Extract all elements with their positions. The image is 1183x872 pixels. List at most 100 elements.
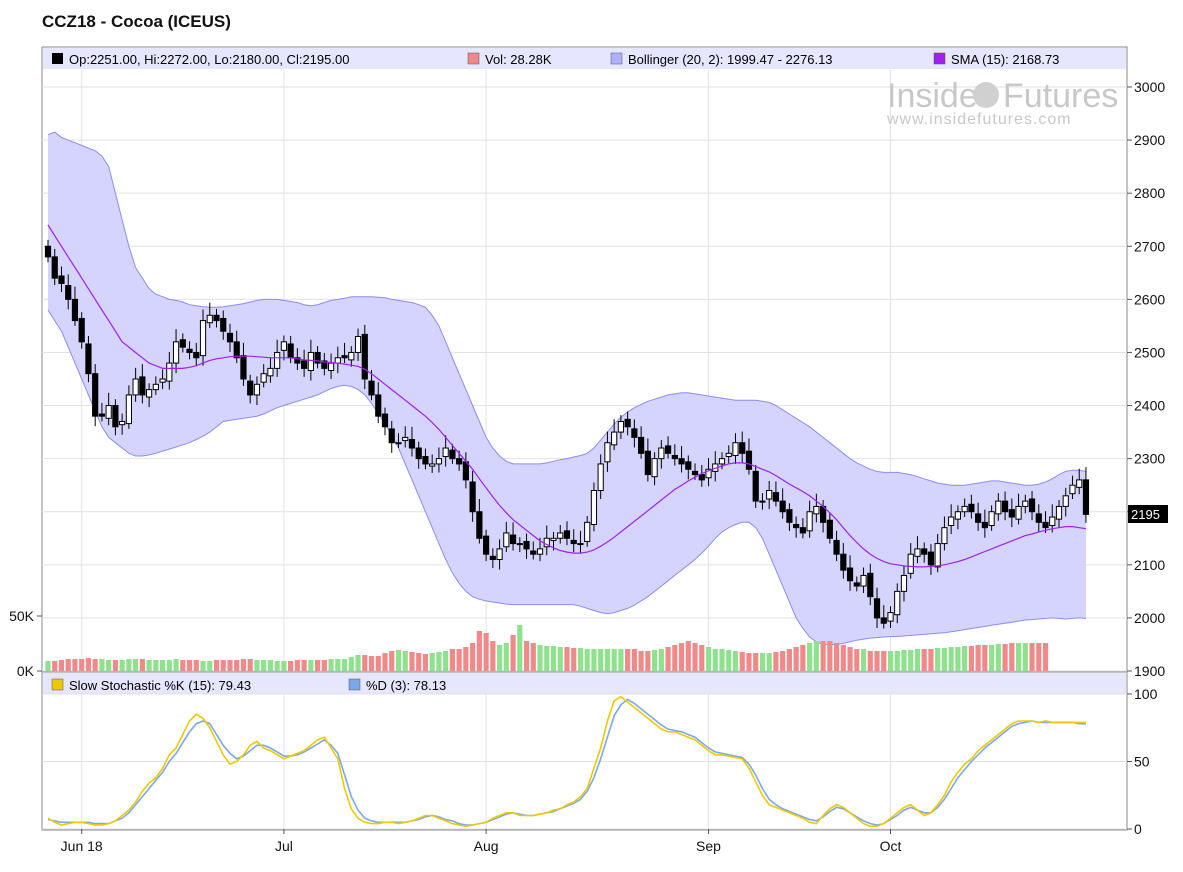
volume-bar (139, 659, 145, 671)
candle-body (705, 468, 712, 479)
volume-tick-label: 50K (9, 608, 35, 624)
volume-bar (860, 649, 867, 671)
candle-body (415, 447, 422, 460)
volume-bar (355, 655, 361, 671)
volume-bar (45, 661, 51, 671)
candle-body (334, 357, 341, 364)
candle-body (1028, 498, 1036, 513)
volume-bar (200, 661, 206, 671)
candle-body (880, 617, 887, 624)
volume-bar (476, 631, 482, 671)
candle-body (1082, 479, 1090, 515)
candle-body (462, 461, 469, 481)
candle-body (921, 548, 928, 555)
legend-swatch-bollinger (610, 52, 623, 65)
candle-body (988, 511, 995, 527)
candle-body (267, 367, 274, 377)
volume-bar (335, 659, 341, 671)
candle-body (179, 339, 186, 348)
volume-bar (874, 651, 880, 671)
candle-body (375, 394, 382, 417)
candle-body (422, 456, 429, 465)
volume-bar (921, 649, 927, 671)
volume-bar (813, 641, 819, 671)
candle-body (536, 548, 544, 555)
volume-bar (503, 643, 509, 671)
volume-bar (173, 659, 179, 671)
volume-bar (894, 651, 900, 671)
candle-body (1035, 513, 1042, 523)
candle-body (631, 428, 638, 438)
volume-bar (92, 659, 98, 671)
volume-tick-label: 0K (17, 663, 35, 679)
candle-body (664, 445, 672, 454)
price-tick-label: 2700 (1134, 238, 1165, 254)
candle-body (496, 548, 503, 561)
volume-bar (1029, 643, 1035, 671)
stochastic-legend-bar (43, 673, 1126, 694)
volume-bar (786, 649, 792, 671)
candle-body (975, 513, 982, 523)
volume-bar (416, 653, 422, 671)
volume-bar (402, 651, 408, 671)
volume-bar (625, 649, 631, 671)
candle-body (671, 454, 678, 460)
volume-bar (456, 649, 462, 671)
stoch-k-line (47, 695, 1086, 828)
candle-body (341, 355, 348, 359)
volume-bar (705, 647, 712, 671)
candle-body (395, 442, 402, 445)
price-tick-label: 2000 (1134, 610, 1165, 626)
candle-body (119, 420, 126, 426)
candle-body (739, 442, 746, 454)
candle-body (867, 572, 874, 598)
volume-bar (1015, 643, 1022, 671)
legend-ohlc: Op:2251.00, Hi:2272.00, Lo:2180.00, Cl:2… (69, 52, 349, 67)
volume-bar (726, 650, 732, 671)
volume-bar (429, 653, 435, 671)
bollinger-band-area (48, 132, 1086, 645)
candle-body (44, 245, 52, 258)
candle-body (624, 418, 631, 428)
volume-bar (368, 656, 375, 671)
volume-bar (773, 652, 779, 671)
candle-body (489, 555, 496, 561)
volume-bar (341, 659, 348, 671)
volume-bar (618, 649, 624, 671)
volume-bar (833, 643, 840, 671)
volume-bar (901, 650, 907, 671)
candle-body (981, 521, 988, 529)
volume-bar (375, 656, 381, 671)
volume-bar (362, 655, 368, 671)
candle-body (530, 550, 537, 555)
time-tick-label: Jul (275, 838, 293, 854)
candle-body (220, 317, 227, 332)
legend-bollinger: Bollinger (20, 2): 1999.47 - 2276.13 (628, 52, 833, 67)
price-tick-label: 2800 (1134, 185, 1165, 201)
time-tick-label: Aug (474, 838, 499, 854)
volume-bar (982, 645, 988, 671)
volume-bar (52, 661, 58, 671)
stoch-d-line (47, 698, 1086, 826)
candle-body (698, 474, 705, 481)
price-tick-label: 2300 (1134, 451, 1165, 467)
volume-bar (780, 651, 786, 671)
price-tick-label: 1900 (1134, 663, 1165, 679)
legend-swatch-sma (933, 52, 946, 65)
volume-bar (65, 659, 71, 671)
volume-bar (294, 660, 300, 671)
legend-swatch-k (51, 678, 64, 691)
volume-bar (530, 643, 536, 671)
price-tick-label: 3000 (1134, 79, 1165, 95)
candle-body (725, 452, 732, 458)
candle-body (260, 373, 267, 383)
candle-body (274, 351, 281, 369)
last-price-label: 2195 (1131, 507, 1160, 522)
volume-bar (79, 659, 85, 671)
candle-body (995, 500, 1002, 515)
volume-bar (658, 649, 664, 671)
candle-body (125, 394, 132, 425)
price-tick-label: 2500 (1134, 344, 1165, 360)
candle-body (860, 574, 867, 587)
legend-swatch-d (348, 678, 361, 691)
